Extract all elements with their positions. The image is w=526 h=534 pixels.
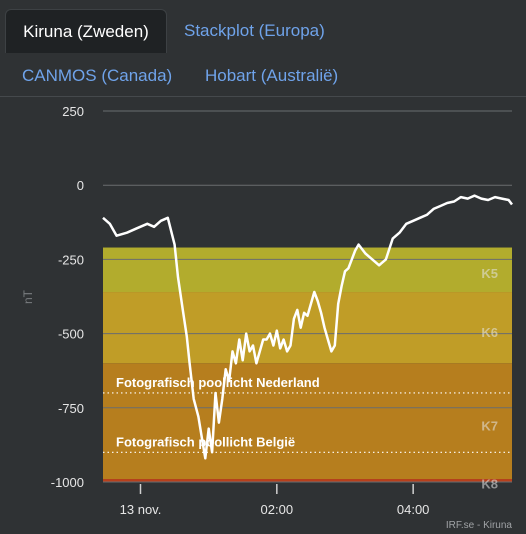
band-label-k5: K5 — [481, 266, 498, 281]
magnetometer-chart: 250 0 -250 -500 -750 -1000 nT Fotografisch pool… — [21, 104, 513, 531]
y-tick-label: -750 — [58, 401, 84, 416]
tab-divider — [0, 96, 526, 97]
threshold-label: Fotografisch poollicht Nederland — [116, 375, 320, 390]
tab-bar: Kiruna (Zweden) Stackplot (Europa) CANMO… — [0, 0, 526, 97]
x-tick-label: 13 nov. — [120, 502, 162, 517]
k-band-k8 — [103, 479, 512, 482]
y-tick-label: -250 — [58, 252, 84, 267]
x-tick-label: 04:00 — [397, 502, 430, 517]
y-axis-label: nT — [21, 289, 35, 304]
tab-kiruna[interactable]: Kiruna (Zweden) — [5, 9, 167, 53]
tab-stackplot[interactable]: Stackplot (Europa) — [184, 21, 325, 40]
data-line — [102, 194, 513, 460]
source-annotation: IRF.se - Kiruna — [446, 520, 513, 531]
k-band-k7 — [103, 363, 512, 480]
y-tick-label: 0 — [77, 178, 84, 193]
band-label-k7: K7 — [481, 419, 498, 434]
tab-canmos[interactable]: CANMOS (Canada) — [22, 66, 173, 85]
tab-hobart[interactable]: Hobart (Australië) — [205, 66, 339, 85]
y-tick-label: -500 — [58, 327, 84, 342]
band-label-k8: K8 — [481, 476, 498, 491]
band-label-k6: K6 — [481, 325, 498, 340]
x-tick-label: 02:00 — [261, 502, 294, 517]
y-tick-label: 250 — [62, 104, 84, 119]
k-band-k5 — [103, 247, 512, 293]
k-band-k6 — [103, 292, 512, 364]
threshold-label: Fotografisch poollicht België — [116, 434, 295, 449]
y-tick-label: -1000 — [51, 475, 84, 490]
